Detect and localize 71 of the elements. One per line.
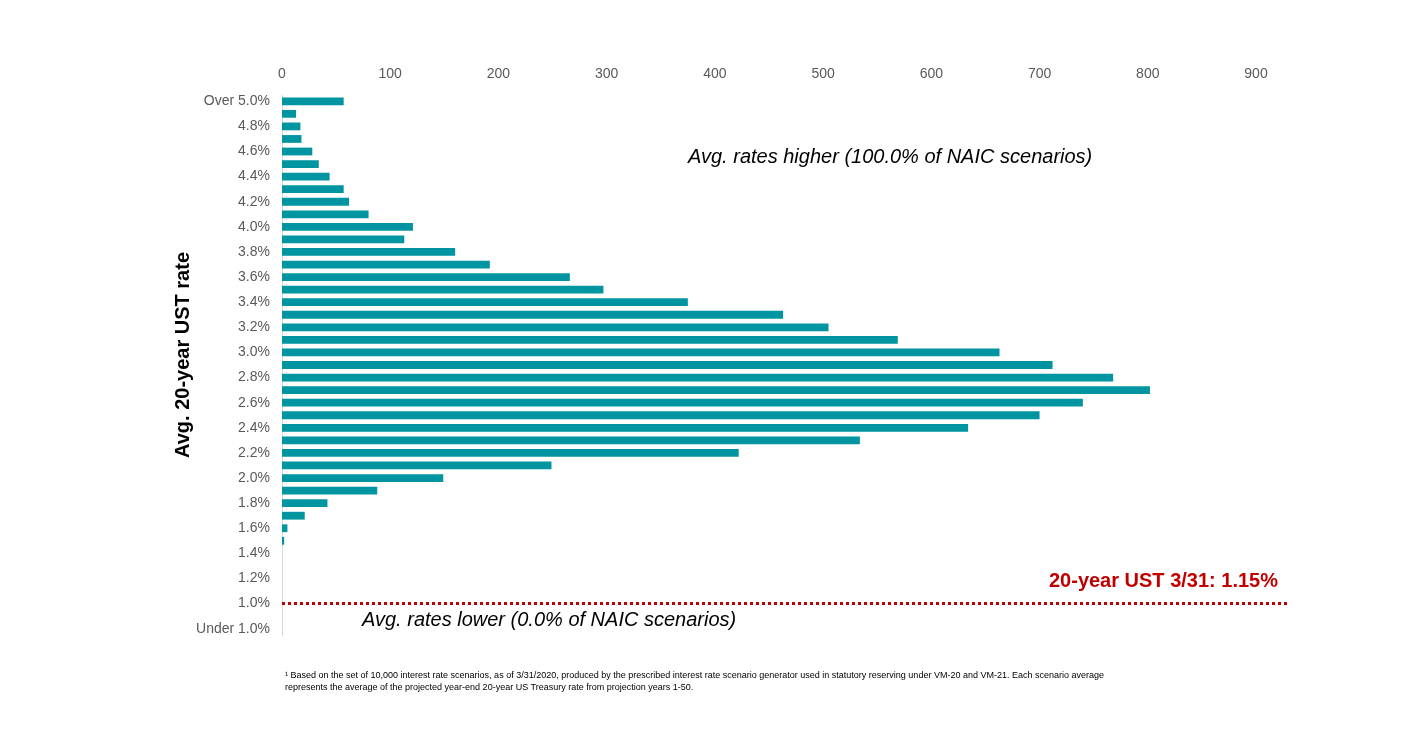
- y-tick-label: 2.4%: [238, 418, 270, 435]
- x-tick-label: 800: [1136, 65, 1160, 82]
- bar: [282, 222, 413, 231]
- bar: [282, 449, 739, 457]
- bar: [282, 197, 350, 206]
- bar: [282, 511, 305, 520]
- x-tick-label: 200: [486, 65, 511, 82]
- y-tick-label: 3.4%: [238, 293, 270, 310]
- x-tick-label: 900: [1244, 65, 1268, 82]
- bar: [282, 524, 288, 533]
- y-tick-label: 2.8%: [238, 368, 270, 385]
- y-tick-label: 4.4%: [238, 167, 270, 184]
- text: ¹ Based on the set of 10,000 interest rate scenarios, as of 3/31/2020, produced by the prescribed interest rate scenario generator used in statutory reserving under VM-20 and VM-21. Each scenario average represents the average of the projected year-end 20-year US Treasury rate from projection years 1-50.: [285, 670, 1104, 693]
- bar: [282, 536, 285, 545]
- bar: [282, 160, 319, 168]
- x-tick-label: 500: [811, 65, 835, 82]
- bar: [282, 386, 1150, 395]
- bar: [282, 411, 1040, 420]
- bar: [282, 335, 898, 344]
- x-tick-label: 100: [378, 65, 403, 82]
- bar: [282, 310, 784, 319]
- x-tick-label: 600: [919, 65, 944, 82]
- bar: [282, 423, 969, 432]
- y-tick-label: 2.6%: [238, 393, 270, 410]
- bar: [282, 474, 444, 482]
- y-tick-label: Over 5.0%: [203, 92, 270, 109]
- bar: [282, 398, 1083, 407]
- y-tick-label: 1.0%: [238, 594, 270, 611]
- bar: [282, 109, 297, 118]
- bar: [282, 172, 330, 181]
- bar: [282, 135, 302, 143]
- x-tick-label: 400: [703, 65, 727, 82]
- bar: [282, 273, 570, 281]
- y-tick-label: 2.0%: [238, 468, 270, 485]
- bar: [282, 285, 604, 294]
- y-axis-title: Avg. 20-year UST rate: [170, 251, 193, 459]
- y-tick-label: 3.8%: [238, 242, 270, 259]
- y-tick-label: 3.6%: [238, 267, 270, 284]
- x-tick-label: 300: [594, 65, 619, 82]
- ref-line-label: 20-year UST 3/31: 1.15%: [1048, 568, 1279, 591]
- bar: [282, 461, 552, 470]
- bar: [282, 248, 456, 256]
- y-tick-label: 2.2%: [238, 443, 270, 460]
- x-tick-label: 0: [278, 65, 287, 82]
- bar: [282, 361, 1053, 369]
- bar: [282, 499, 328, 508]
- bar: [282, 97, 344, 106]
- annotation: Avg. rates lower (0.0% of NAIC scenarios): [361, 607, 737, 630]
- y-tick-label: 1.6%: [238, 519, 270, 536]
- bar: [282, 348, 1000, 357]
- bar: [282, 235, 405, 244]
- y-tick-label: Under 1.0%: [196, 619, 270, 636]
- y-tick-label: 1.4%: [238, 544, 270, 561]
- y-tick-label: 3.0%: [238, 343, 270, 360]
- y-tick-label: 1.2%: [238, 569, 270, 586]
- bar: [282, 260, 490, 269]
- y-tick-label: 4.2%: [238, 192, 270, 209]
- annotation: Avg. rates higher (100.0% of NAIC scenarios): [687, 144, 1093, 167]
- y-tick-label: 4.8%: [238, 117, 270, 134]
- y-tick-label: 4.6%: [238, 142, 270, 159]
- y-tick-label: 4.0%: [238, 217, 270, 234]
- bar: [282, 210, 369, 219]
- bar: [282, 486, 378, 495]
- y-tick-label: 1.8%: [238, 494, 270, 510]
- y-tick-label: 3.2%: [238, 318, 270, 335]
- bar: [282, 323, 829, 332]
- bar: [282, 373, 1114, 382]
- bar: [282, 298, 688, 307]
- bar: [282, 185, 344, 194]
- bar: [282, 436, 860, 445]
- x-tick-label: 700: [1027, 65, 1052, 82]
